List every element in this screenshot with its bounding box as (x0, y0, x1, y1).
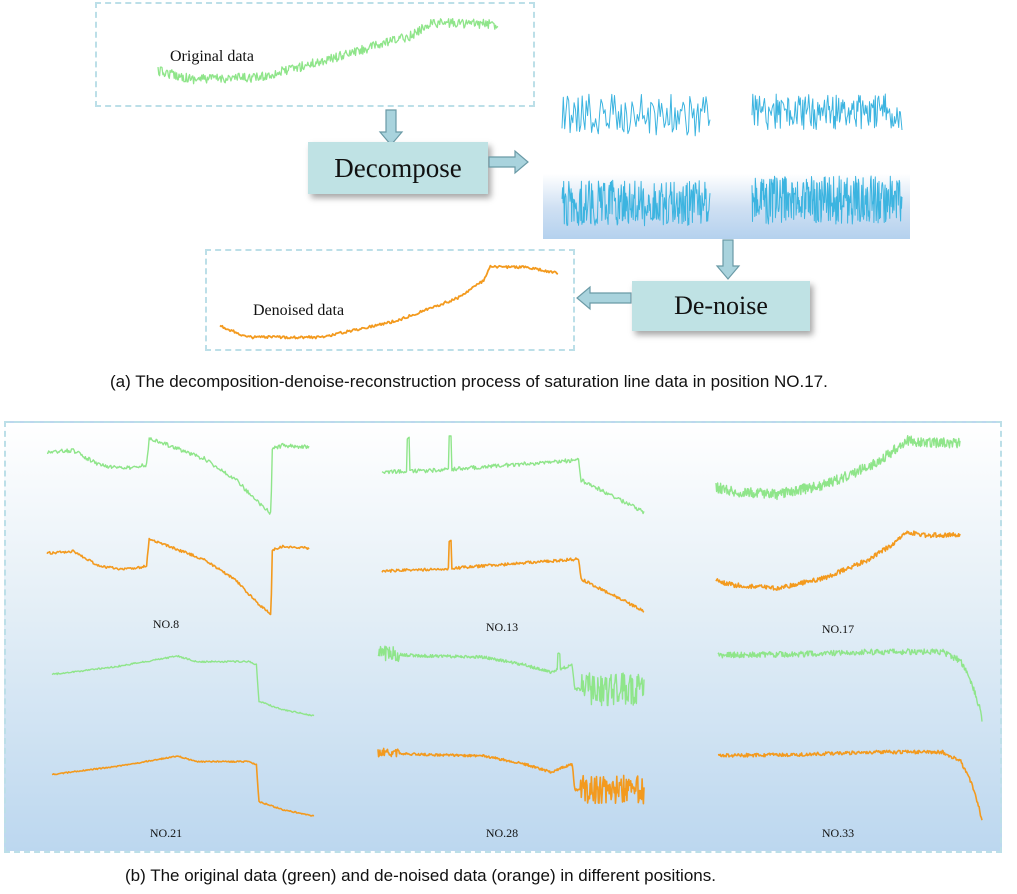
o8-trace (46, 537, 310, 616)
den-a-trace (219, 264, 559, 340)
arrow-left-1 (576, 285, 632, 311)
no8-original-signal (46, 437, 310, 515)
decompose-box: Decompose (308, 142, 488, 194)
original-data-box (95, 2, 535, 107)
g17-trace (715, 435, 961, 501)
no28-label: NO.28 (485, 826, 519, 840)
no21-label: NO.21 (149, 826, 183, 840)
component-signal-2 (751, 93, 903, 131)
no17-label: NO.17 (821, 622, 855, 636)
g13-trace (381, 435, 645, 515)
comp1-trace (561, 93, 711, 137)
comp4-trace (751, 175, 903, 225)
no28-denoised-signal (377, 747, 645, 805)
no17-denoised-signal (715, 530, 961, 591)
no13-original-signal (381, 435, 645, 515)
g8-trace (46, 437, 310, 515)
arrow-right-1 (488, 149, 529, 175)
o21-trace (51, 755, 315, 817)
component-signal-4 (751, 175, 903, 225)
no33-denoised-signal (717, 749, 983, 821)
denoised-data-label: Denoised data (253, 302, 345, 319)
no33-label: NO.33 (821, 826, 855, 840)
o17-trace (715, 530, 961, 591)
decompose-label: Decompose (334, 152, 462, 183)
component-signal-3 (561, 179, 711, 227)
denoise-box: De-noise (632, 281, 810, 331)
denoised-data-box (205, 249, 575, 351)
no8-denoised-signal (46, 537, 310, 616)
component-signal-1 (561, 93, 711, 137)
arrow-down-2 (715, 239, 741, 280)
no13-label: NO.13 (485, 620, 519, 634)
comp3-trace (561, 179, 711, 227)
o28-trace (377, 747, 645, 805)
no13-denoised-signal (381, 539, 645, 613)
no21-denoised-signal (51, 755, 315, 817)
g28-trace (377, 645, 645, 707)
o33-trace (717, 749, 983, 821)
o13-trace (381, 539, 645, 613)
no17-original-signal (715, 435, 961, 501)
arrow-down-1 (378, 109, 404, 146)
no8-label: NO.8 (152, 617, 180, 631)
original-data-signal (157, 18, 499, 85)
positions-panel (4, 421, 1002, 853)
comp2-trace (751, 93, 903, 131)
denoise-label: De-noise (674, 291, 768, 320)
orig-a-trace (157, 18, 499, 85)
no21-original-signal (51, 654, 315, 717)
g21-trace (51, 654, 315, 717)
no33-original-signal (717, 648, 983, 722)
g33-trace (717, 648, 983, 722)
caption-b: (b) The original data (green) and de-noi… (125, 866, 716, 885)
caption-a: (a) The decomposition-denoise-reconstruc… (110, 372, 828, 391)
denoised-data-signal (219, 264, 559, 340)
original-data-label: Original data (170, 48, 254, 65)
no28-original-signal (377, 645, 645, 707)
